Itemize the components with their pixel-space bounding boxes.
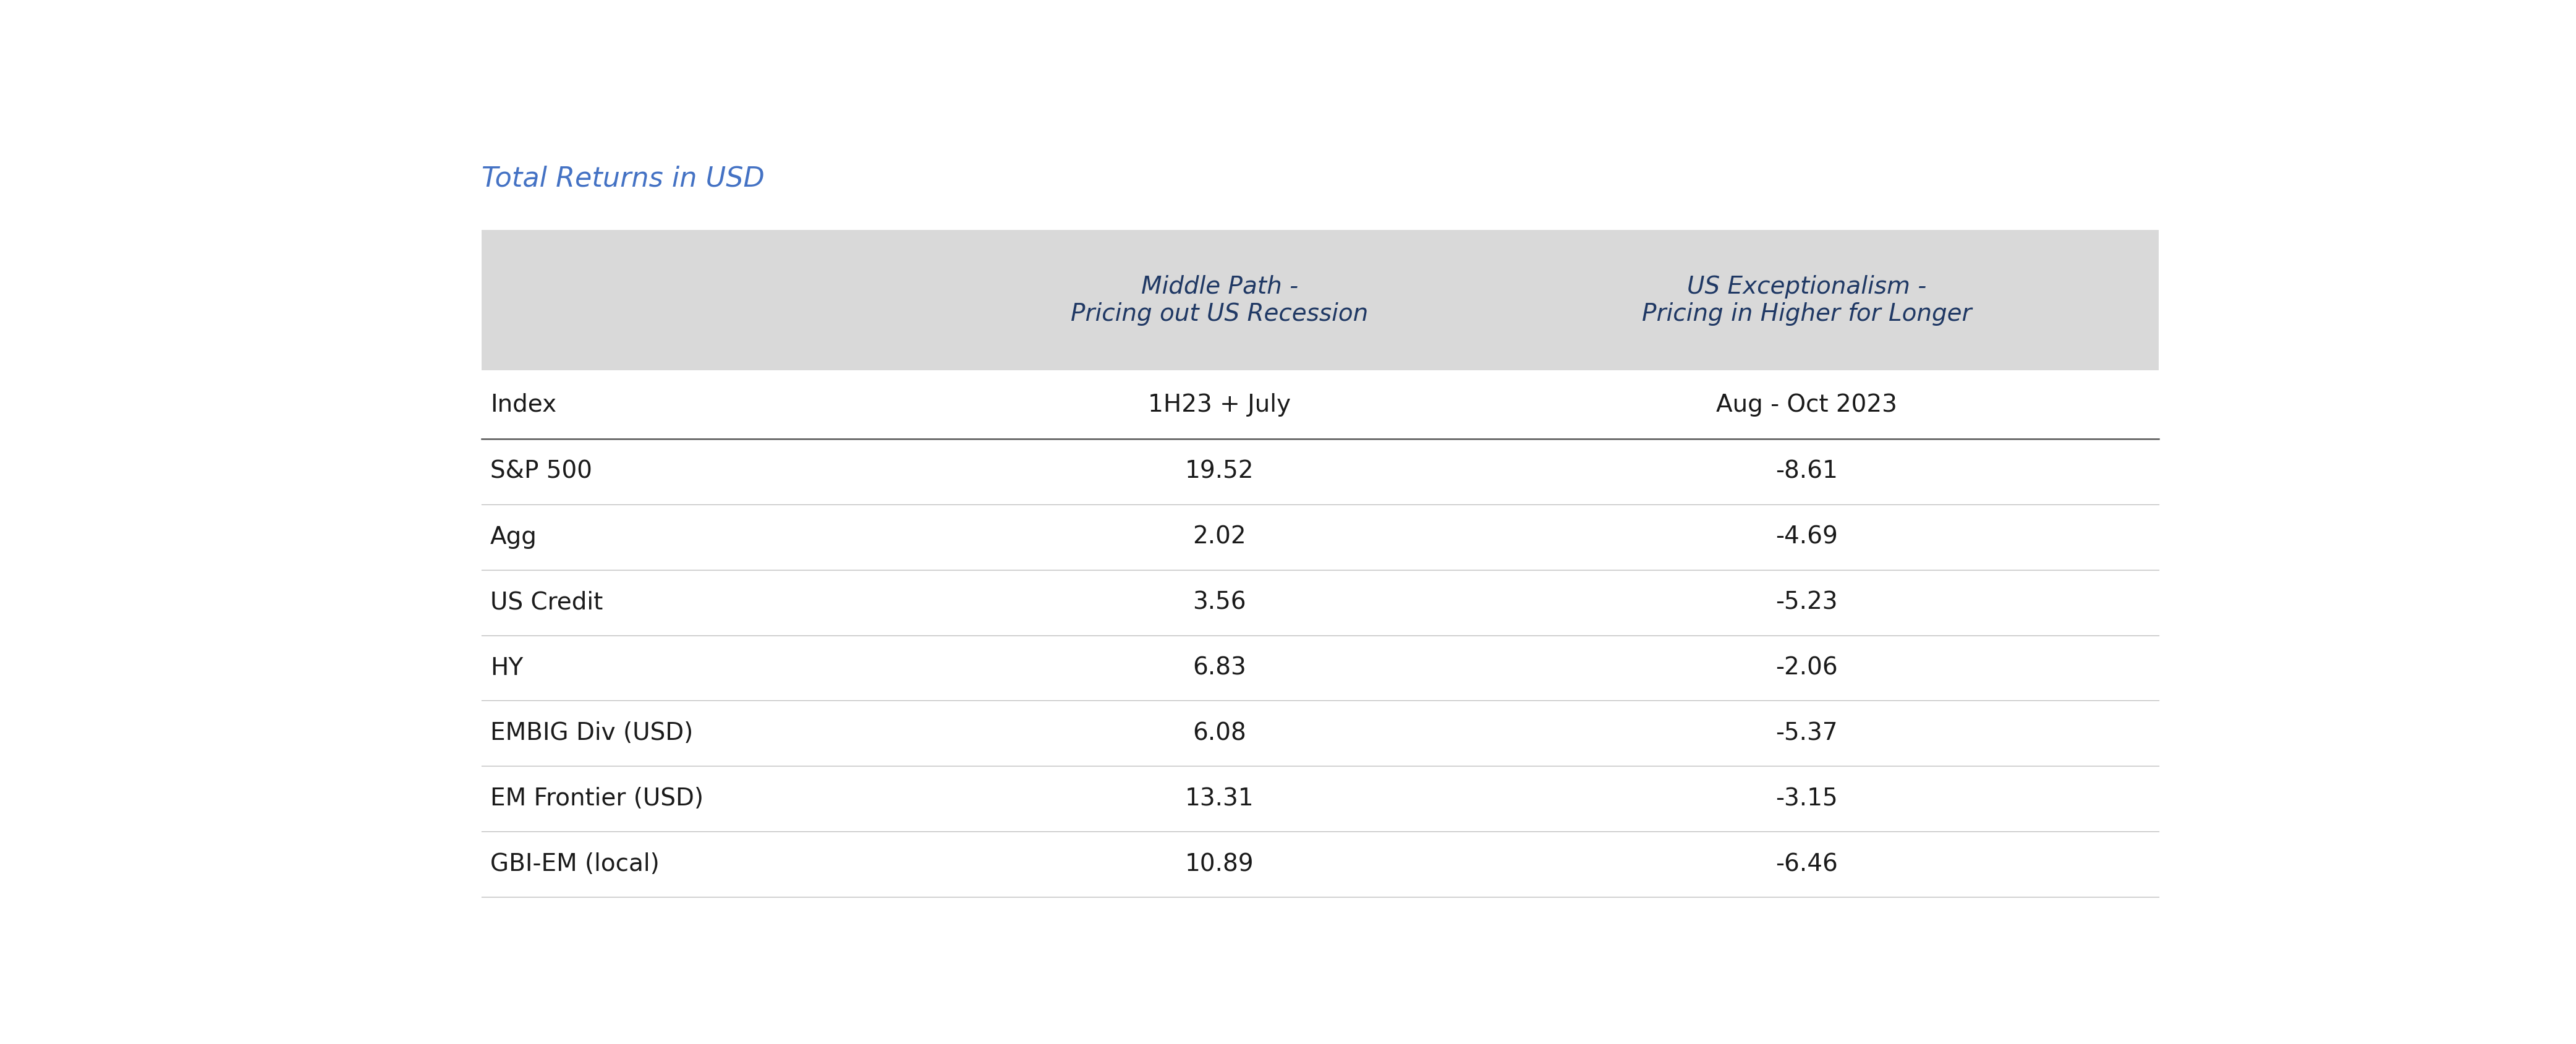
Text: Middle Path -
Pricing out US Recession: Middle Path - Pricing out US Recession: [1072, 275, 1368, 326]
Text: 13.31: 13.31: [1185, 787, 1255, 810]
Bar: [482, 371, 2159, 438]
Text: US Exceptionalism -
Pricing in Higher for Longer: US Exceptionalism - Pricing in Higher fo…: [1641, 275, 1971, 326]
Text: -3.15: -3.15: [1775, 787, 1837, 810]
Text: -8.61: -8.61: [1775, 459, 1837, 483]
Text: -2.06: -2.06: [1775, 657, 1837, 680]
Text: EMBIG Div (USD): EMBIG Div (USD): [489, 721, 693, 745]
Text: S&P 500: S&P 500: [489, 459, 592, 483]
Text: -4.69: -4.69: [1775, 525, 1837, 549]
Text: -6.46: -6.46: [1775, 853, 1837, 876]
Text: 3.56: 3.56: [1193, 591, 1247, 614]
Text: 6.08: 6.08: [1193, 721, 1247, 745]
Text: EM Frontier (USD): EM Frontier (USD): [489, 787, 703, 810]
Text: HY: HY: [489, 657, 523, 680]
Text: Aug - Oct 2023: Aug - Oct 2023: [1716, 393, 1896, 417]
Text: -5.23: -5.23: [1775, 591, 1837, 614]
Text: Total Returns in USD: Total Returns in USD: [482, 166, 765, 192]
Text: GBI-EM (local): GBI-EM (local): [489, 853, 659, 876]
Text: 1H23 + July: 1H23 + July: [1149, 393, 1291, 417]
Text: Agg: Agg: [489, 525, 536, 549]
Text: 2.02: 2.02: [1193, 525, 1247, 549]
Text: 6.83: 6.83: [1193, 657, 1247, 680]
Text: Index: Index: [489, 393, 556, 417]
Text: 19.52: 19.52: [1185, 459, 1255, 483]
Text: -5.37: -5.37: [1775, 721, 1837, 745]
Text: US Credit: US Credit: [489, 591, 603, 614]
Bar: [482, 230, 2159, 371]
Text: 10.89: 10.89: [1185, 853, 1255, 876]
